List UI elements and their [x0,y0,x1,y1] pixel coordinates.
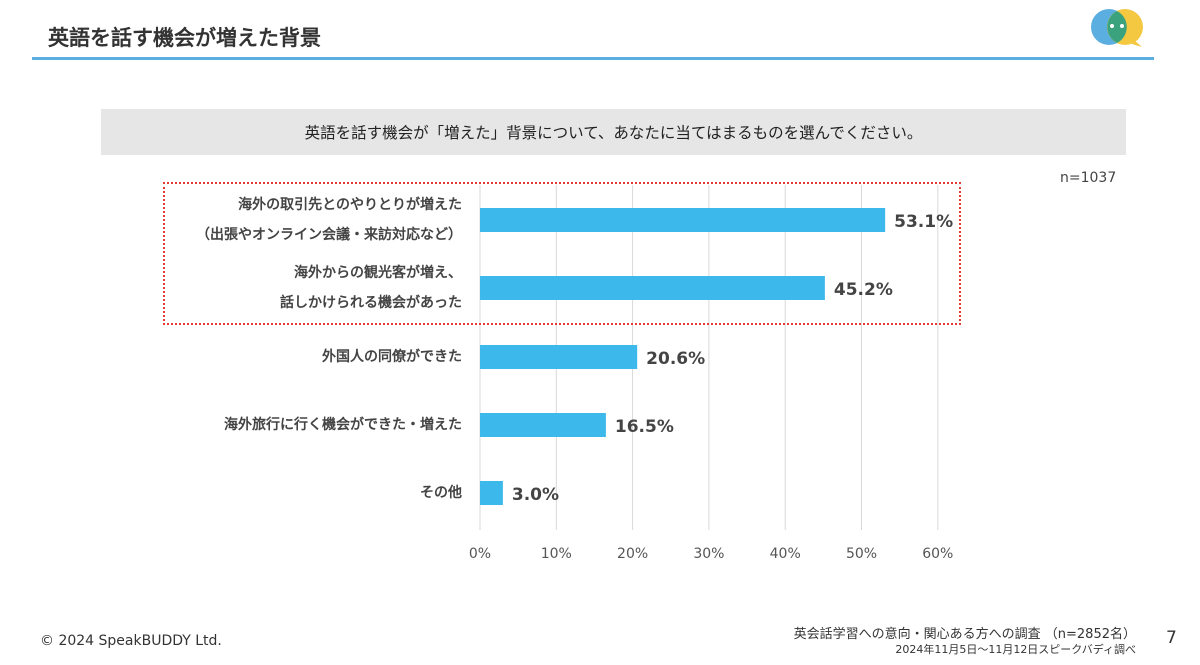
value-label: 45.2% [834,280,893,300]
bar [480,208,886,232]
bar [480,276,825,300]
survey-question: 英語を話す機会が「増えた」背景について、あなたに当てはまるものを選んでください。 [101,109,1126,155]
x-tick-label: 60% [922,546,953,562]
value-label: 3.0% [512,485,559,505]
x-tick-label: 30% [693,546,724,562]
category-label-line: 海外の取引先とのやりとりが増えた [238,197,462,213]
title-underline [32,57,1154,60]
category-label: 外国人の同僚ができた [12,342,462,372]
category-label: 海外旅行に行く機会ができた・増えた [12,410,462,440]
highlight-frame [163,182,961,325]
bar [480,481,503,505]
copyright: © 2024 SpeakBUDDY Ltd. [40,633,222,649]
bar [480,413,606,437]
page-number: 7 [1166,628,1177,648]
category-label: その他 [12,478,462,508]
speakbuddy-logo [1091,9,1143,47]
value-label: 16.5% [615,417,674,437]
category-label-line: （出張やオンライン会議・来訪対応など） [196,227,462,243]
category-label-line: その他 [420,485,462,501]
bar [480,345,638,369]
x-tick-label: 40% [770,546,801,562]
page-title: 英語を話す機会が増えた背景 [48,26,321,50]
x-tick-label: 10% [541,546,572,562]
category-label-line: 話しかけられる機会があった [280,295,462,311]
survey-source: 英会話学習への意向・関心ある方への調査 （n=2852名） [793,627,1136,642]
x-tick-label: 0% [469,546,491,562]
category-label-line: 海外旅行に行く機会ができた・増えた [224,417,462,433]
category-label: 海外からの観光客が増え、話しかけられる機会があった [12,258,462,318]
value-label: 53.1% [894,212,953,232]
value-label: 20.6% [646,349,705,369]
survey-date: 2024年11月5日〜11月12日スピークバディ調べ [895,643,1136,656]
sample-size-label: n=1037 [1060,170,1117,186]
category-label: 海外の取引先とのやりとりが増えた （出張やオンライン会議・来訪対応など） [12,190,462,250]
category-label-line: 外国人の同僚ができた [322,349,462,365]
x-tick-label: 20% [617,546,648,562]
category-label-line: 海外からの観光客が増え、 [294,265,462,281]
x-tick-label: 50% [846,546,877,562]
